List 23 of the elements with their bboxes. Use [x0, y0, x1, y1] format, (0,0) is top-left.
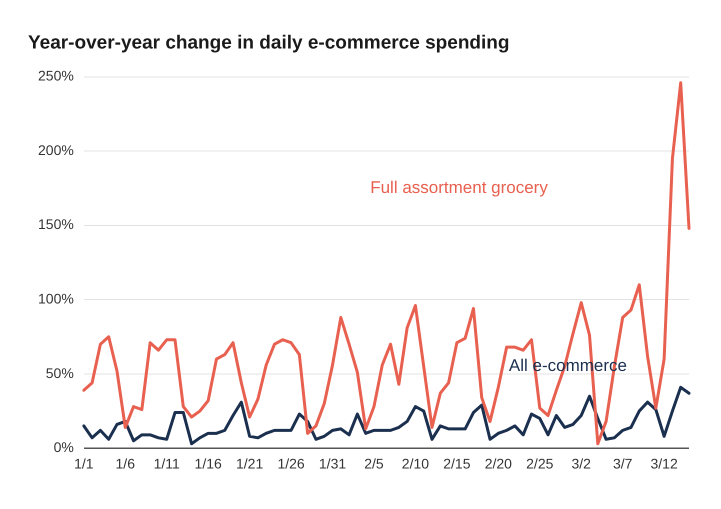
x-tick-label: 3/7: [612, 455, 633, 472]
y-tick-label: 50%: [46, 364, 74, 381]
text: Full assortment grocery: [370, 178, 548, 197]
y-tick-label: 250%: [38, 68, 74, 84]
x-tick-label: 2/25: [526, 455, 554, 472]
x-tick-label: 1/11: [154, 455, 180, 472]
x-tick-label: 1/26: [277, 455, 305, 472]
x-tick-label: 2/15: [443, 455, 471, 472]
x-tick-label: 3/12: [650, 455, 678, 472]
y-tick-label: 150%: [38, 216, 74, 232]
x-tick-label: 1/16: [194, 455, 222, 472]
x-tick-label: 2/20: [484, 455, 512, 472]
x-tick-label: 1/6: [116, 455, 136, 472]
x-tick-label: 2/5: [364, 455, 384, 472]
chart-title: Year-over-year change in daily e-commerce spending: [28, 32, 510, 54]
x-tick-label: 1/31: [318, 455, 346, 472]
y-tick-label: 200%: [38, 142, 74, 158]
x-tick-label: 3/2: [571, 455, 592, 472]
x-tick-label: 1/1: [74, 455, 94, 472]
x-tick-label: 2/10: [402, 455, 430, 472]
y-tick-label: 0%: [54, 439, 74, 456]
y-tick-label: 100%: [38, 290, 74, 306]
x-tick-label: 1/21: [236, 455, 264, 472]
